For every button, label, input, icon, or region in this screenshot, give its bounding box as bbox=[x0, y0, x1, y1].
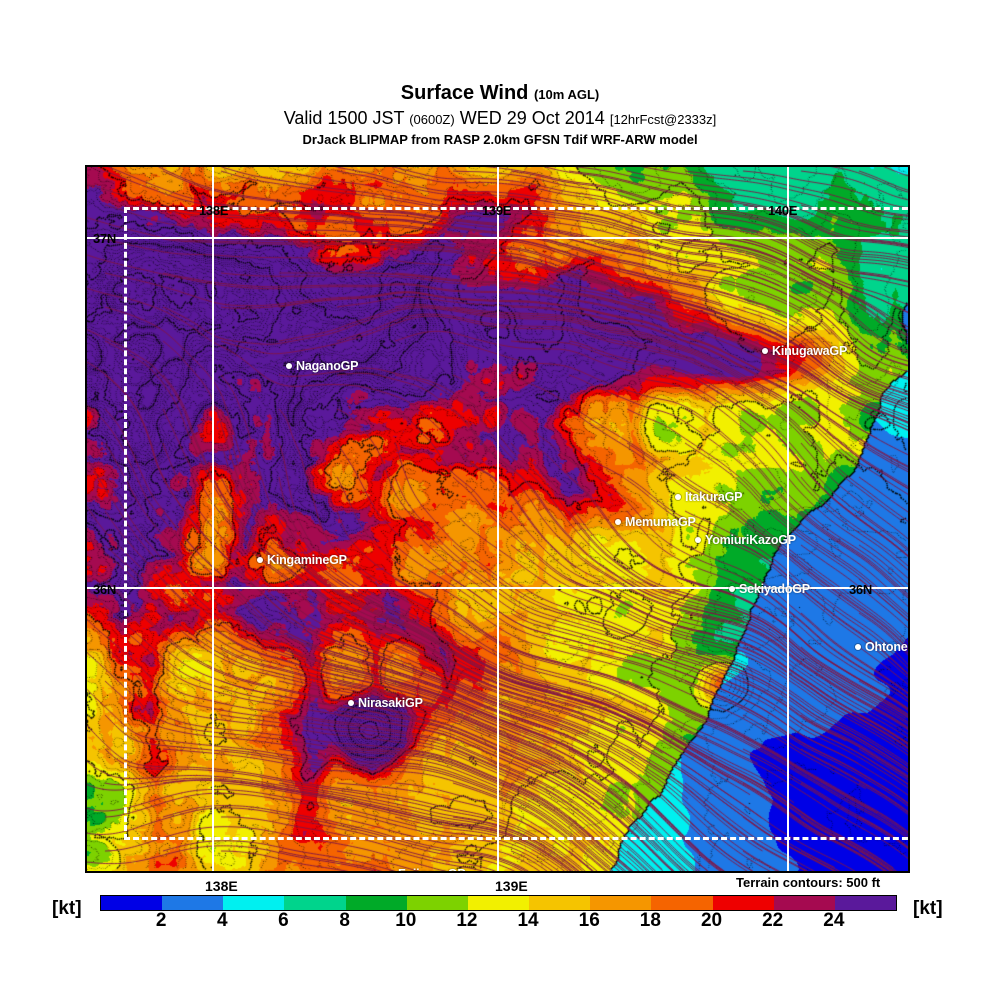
colorbar-band-10 bbox=[712, 896, 774, 910]
station-dot-icon bbox=[855, 644, 861, 650]
station-marker[interactable]: YomiuriKazoGP bbox=[695, 533, 796, 547]
colorbar-tick: 10 bbox=[395, 910, 417, 931]
station-marker[interactable]: MemumaGP bbox=[615, 515, 696, 529]
station-dot-icon bbox=[348, 700, 354, 706]
colorbar-band-5 bbox=[406, 896, 468, 910]
station-label: FujiganeGP bbox=[398, 867, 466, 871]
colorbar-band-12 bbox=[834, 896, 897, 910]
colorbar-band-7 bbox=[529, 896, 591, 910]
colorbar-tick: 4 bbox=[217, 910, 228, 931]
valid-date: WED 29 Oct 2014 bbox=[459, 108, 605, 128]
station-marker[interactable]: FujiganeGP bbox=[388, 867, 466, 873]
model-domain-box bbox=[124, 207, 908, 840]
colorbar-tick: 8 bbox=[339, 910, 350, 931]
bottom-longitude-label-0: 138E bbox=[205, 878, 238, 894]
station-label: YomiuriKazoGP bbox=[705, 533, 796, 547]
weather-map[interactable]: 37N 36N 36N 138E 139E 140E NaganoGP KingamineG… bbox=[85, 165, 910, 873]
station-label: KingamineGP bbox=[267, 553, 347, 567]
colorbar-tick: 22 bbox=[762, 910, 784, 931]
latitude-label-2: 36N bbox=[849, 582, 872, 597]
colorbar-tick: 18 bbox=[639, 910, 661, 931]
station-marker[interactable]: NaganoGP bbox=[286, 359, 359, 373]
colorbar-unit-left: [kt] bbox=[52, 898, 82, 919]
colorbar-unit-right: [kt] bbox=[913, 898, 943, 919]
bottom-longitude-label-1: 139E bbox=[495, 878, 528, 894]
station-label: KinugawaGP bbox=[772, 344, 848, 358]
station-dot-icon bbox=[729, 586, 735, 592]
station-dot-icon bbox=[675, 494, 681, 500]
valid-utc: (0600Z) bbox=[409, 112, 455, 127]
wind-speed-colorbar[interactable] bbox=[100, 895, 897, 911]
longitude-label-1: 139E bbox=[482, 203, 512, 218]
title-main: Surface Wind bbox=[400, 82, 529, 104]
station-dot-icon bbox=[286, 363, 292, 369]
station-label: ItakuraGP bbox=[685, 490, 743, 504]
colorbar-tick: 6 bbox=[278, 910, 289, 931]
latitude-label-1: 36N bbox=[93, 582, 116, 597]
colorbar-band-8 bbox=[590, 896, 652, 910]
colorbar-band-6 bbox=[467, 896, 530, 910]
terrain-contour-note: Terrain contours: 500 ft bbox=[736, 875, 881, 890]
model-line: DrJack BLIPMAP from RASP 2.0km GFSN Tdif… bbox=[302, 132, 698, 147]
station-dot-icon bbox=[388, 871, 394, 873]
colorbar-band-9 bbox=[651, 896, 713, 910]
colorbar-tick: 24 bbox=[823, 910, 845, 931]
colorbar-band-2 bbox=[223, 896, 285, 910]
colorbar-tick: 16 bbox=[578, 910, 600, 931]
colorbar-band-3 bbox=[284, 896, 346, 910]
graticule-parallel-0 bbox=[87, 237, 908, 239]
page-title: Surface Wind (10m AGL) bbox=[0, 82, 1000, 106]
station-marker[interactable]: Ohtone bbox=[855, 640, 908, 654]
colorbar-tick: 20 bbox=[700, 910, 723, 931]
longitude-label-0: 138E bbox=[199, 203, 229, 218]
station-marker[interactable]: SekiyadoGP bbox=[729, 582, 810, 596]
station-dot-icon bbox=[762, 348, 768, 354]
station-label: NaganoGP bbox=[296, 359, 359, 373]
colorbar-tick-labels: 2 4 6 8 10 12 14 16 18 20 22 24 bbox=[0, 910, 1000, 936]
station-label: SekiyadoGP bbox=[739, 582, 810, 596]
graticule-meridian-2 bbox=[787, 167, 789, 871]
graticule-parallel-1 bbox=[87, 587, 908, 589]
colorbar-band-11 bbox=[773, 896, 835, 910]
station-dot-icon bbox=[257, 557, 263, 563]
graticule-meridian-0 bbox=[212, 167, 214, 871]
colorbar-tick: 14 bbox=[517, 910, 539, 931]
forecast-tag: [12hrFcst@2333z] bbox=[609, 112, 717, 127]
colorbar-tick: 2 bbox=[155, 910, 167, 931]
station-label: MemumaGP bbox=[625, 515, 696, 529]
station-dot-icon bbox=[695, 537, 701, 543]
latitude-label-0: 37N bbox=[93, 231, 116, 246]
station-marker[interactable]: NirasakiGP bbox=[348, 696, 423, 710]
station-marker[interactable]: KingamineGP bbox=[257, 553, 347, 567]
valid-prefix: Valid 1500 JST bbox=[283, 108, 405, 128]
colorbar-tick: 12 bbox=[456, 910, 478, 931]
station-marker[interactable]: ItakuraGP bbox=[675, 490, 742, 504]
title-block: Surface Wind (10m AGL) Valid 1500 JST (0… bbox=[0, 82, 1000, 148]
longitude-label-2: 140E bbox=[768, 203, 798, 218]
graticule-meridian-1 bbox=[497, 167, 499, 871]
valid-time-line: Valid 1500 JST (0600Z) WED 29 Oct 2014 [… bbox=[0, 107, 1000, 131]
title-main-sub: (10m AGL) bbox=[533, 87, 600, 102]
station-dot-icon bbox=[615, 519, 621, 525]
station-marker[interactable]: KinugawaGP bbox=[762, 344, 847, 358]
station-label: NirasakiGP bbox=[358, 696, 423, 710]
colorbar-band-0 bbox=[101, 896, 163, 910]
station-label: Ohtone bbox=[865, 640, 908, 654]
colorbar-band-1 bbox=[162, 896, 224, 910]
colorbar-band-4 bbox=[345, 896, 407, 910]
